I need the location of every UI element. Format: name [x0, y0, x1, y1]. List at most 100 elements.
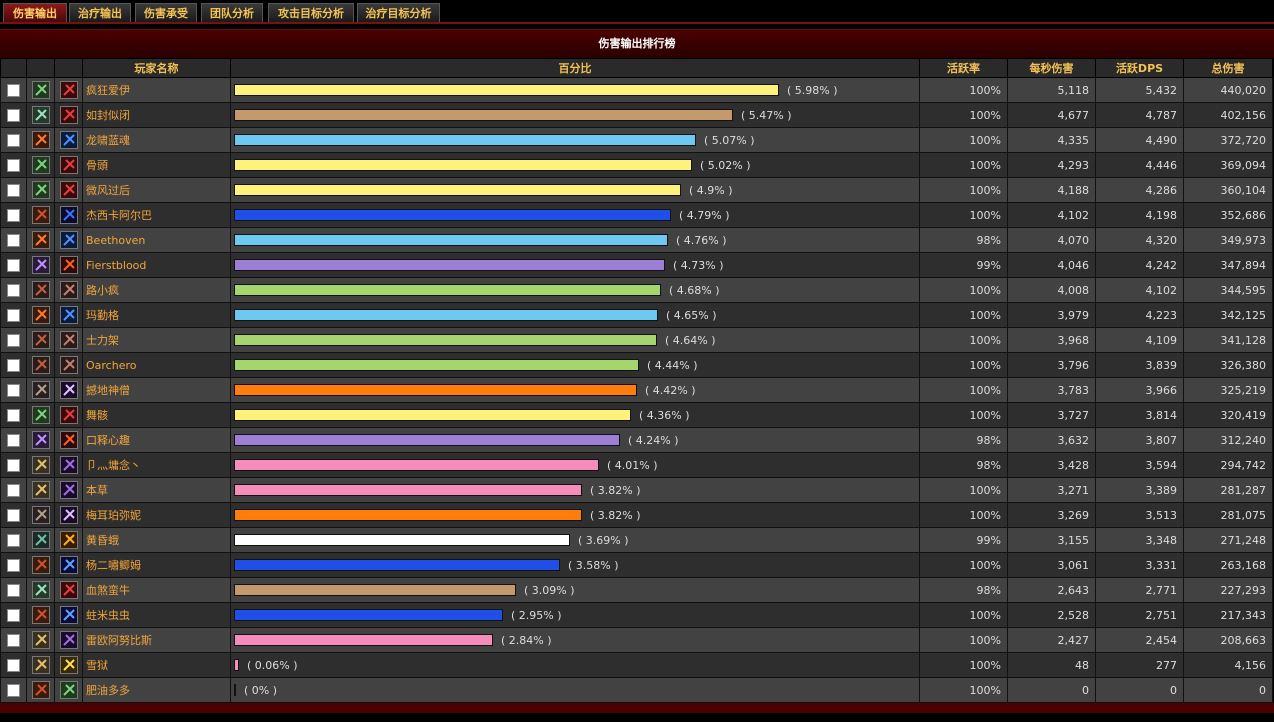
- row-checkbox[interactable]: [7, 558, 20, 572]
- player-name[interactable]: 杰西卡阿尔巴: [82, 202, 231, 228]
- table-row[interactable]: 肥油多多( 0% ) 100% 0 0 0: [0, 677, 1273, 703]
- total-damage-value: 4,156: [1183, 652, 1273, 678]
- active-dps-value: 3,594: [1095, 452, 1184, 478]
- header-dps[interactable]: 每秒伤害: [1007, 58, 1096, 78]
- player-name[interactable]: 蛀米虫虫: [82, 602, 231, 628]
- row-checkbox[interactable]: [7, 658, 20, 672]
- table-row[interactable]: 卩灬墉念丶 ( 4.01% ) 98% 3,428 3,594 294,742: [0, 452, 1273, 478]
- activity-value: 99%: [919, 527, 1008, 553]
- row-checkbox[interactable]: [7, 583, 20, 597]
- player-name[interactable]: 杨二嘯鲫姆: [82, 552, 231, 578]
- row-checkbox[interactable]: [7, 233, 20, 247]
- player-name[interactable]: 如封似闭: [82, 102, 231, 128]
- table-row[interactable]: Oarchero ( 4.44% ) 100% 3,796 3,839 326,380: [0, 352, 1273, 378]
- table-row[interactable]: 梅耳珀弥妮 ( 3.82% ) 100% 3,269 3,513 281,075: [0, 502, 1273, 528]
- row-checkbox[interactable]: [7, 258, 20, 272]
- table-row[interactable]: 杨二嘯鲫姆 ( 3.58% ) 100% 3,061 3,331 263,168: [0, 552, 1273, 578]
- table-row[interactable]: 血煞蛮牛 ( 3.09% ) 98% 2,643 2,771 227,293: [0, 577, 1273, 603]
- header-activity[interactable]: 活跃率: [919, 58, 1008, 78]
- tab-3[interactable]: 伤害承受: [135, 3, 197, 22]
- table-row[interactable]: 撼地神僧 ( 4.42% ) 100% 3,783 3,966 325,219: [0, 377, 1273, 403]
- tab-6[interactable]: 治疗目标分析: [357, 3, 440, 22]
- table-row[interactable]: 黄昏蛾 ( 3.69% ) 99% 3,155 3,348 271,248: [0, 527, 1273, 553]
- row-checkbox-cell: [0, 202, 27, 228]
- player-name[interactable]: 士力架: [82, 327, 231, 353]
- row-checkbox[interactable]: [7, 183, 20, 197]
- row-checkbox[interactable]: [7, 483, 20, 497]
- table-row[interactable]: 龙啸蓝魂 ( 5.07% ) 100% 4,335 4,490 372,720: [0, 127, 1273, 153]
- player-name[interactable]: 微风过后: [82, 177, 231, 203]
- header-percent[interactable]: 百分比: [230, 58, 920, 78]
- row-checkbox[interactable]: [7, 158, 20, 172]
- table-row[interactable]: 微风过后 ( 4.9% ) 100% 4,188 4,286 360,104: [0, 177, 1273, 203]
- total-damage-value: 263,168: [1183, 552, 1273, 578]
- active-dps-value: 3,513: [1095, 502, 1184, 528]
- table-row[interactable]: Beethoven ( 4.76% ) 98% 4,070 4,320 349,973: [0, 227, 1273, 253]
- row-checkbox[interactable]: [7, 83, 20, 97]
- dps-value: 4,188: [1007, 177, 1096, 203]
- player-name[interactable]: 雪狱: [82, 652, 231, 678]
- row-checkbox-cell: [0, 427, 27, 453]
- player-name[interactable]: 雷欧阿努比斯: [82, 627, 231, 653]
- row-checkbox[interactable]: [7, 108, 20, 122]
- spec-icon-cell: [54, 277, 83, 303]
- player-name[interactable]: 路小疯: [82, 277, 231, 303]
- player-name[interactable]: 骨頭: [82, 152, 231, 178]
- header-total[interactable]: 总伤害: [1183, 58, 1273, 78]
- tab-1[interactable]: 伤害输出: [3, 3, 67, 22]
- table-row[interactable]: 蛀米虫虫 ( 2.95% ) 100% 2,528 2,751 217,343: [0, 602, 1273, 628]
- table-row[interactable]: 雷欧阿努比斯 ( 2.84% ) 100% 2,427 2,454 208,663: [0, 627, 1273, 653]
- player-name[interactable]: 口释心趣: [82, 427, 231, 453]
- row-checkbox[interactable]: [7, 383, 20, 397]
- row-checkbox[interactable]: [7, 208, 20, 222]
- row-checkbox[interactable]: [7, 458, 20, 472]
- table-row[interactable]: 雪狱 ( 0.06% ) 100% 48 277 4,156: [0, 652, 1273, 678]
- tab-2[interactable]: 治疗输出: [69, 3, 131, 22]
- row-checkbox-cell: [0, 477, 27, 503]
- table-row[interactable]: 口释心趣 ( 4.24% ) 98% 3,632 3,807 312,240: [0, 427, 1273, 453]
- table-row[interactable]: 杰西卡阿尔巴 ( 4.79% ) 100% 4,102 4,198 352,686: [0, 202, 1273, 228]
- tab-4[interactable]: 团队分析: [201, 3, 263, 22]
- table-row[interactable]: 玛勤格 ( 4.65% ) 100% 3,979 4,223 342,125: [0, 302, 1273, 328]
- table-row[interactable]: 如封似闭 ( 5.47% ) 100% 4,677 4,787 402,156: [0, 102, 1273, 128]
- player-name[interactable]: 玛勤格: [82, 302, 231, 328]
- player-name[interactable]: 肥油多多: [82, 677, 231, 703]
- row-checkbox[interactable]: [7, 433, 20, 447]
- row-checkbox[interactable]: [7, 533, 20, 547]
- row-checkbox[interactable]: [7, 283, 20, 297]
- table-row[interactable]: 路小疯 ( 4.68% ) 100% 4,008 4,102 344,595: [0, 277, 1273, 303]
- row-checkbox[interactable]: [7, 608, 20, 622]
- player-name[interactable]: Oarchero: [82, 352, 231, 378]
- player-name[interactable]: 梅耳珀弥妮: [82, 502, 231, 528]
- player-name[interactable]: 黄昏蛾: [82, 527, 231, 553]
- player-name[interactable]: 龙啸蓝魂: [82, 127, 231, 153]
- class-icon-cell: [26, 152, 55, 178]
- row-checkbox[interactable]: [7, 133, 20, 147]
- row-checkbox[interactable]: [7, 358, 20, 372]
- player-name[interactable]: 舞骸: [82, 402, 231, 428]
- player-name[interactable]: 卩灬墉念丶: [82, 452, 231, 478]
- row-checkbox[interactable]: [7, 408, 20, 422]
- tab-5[interactable]: 攻击目标分析: [268, 3, 354, 22]
- player-name[interactable]: Fierstblood: [82, 252, 231, 278]
- player-name[interactable]: 本草: [82, 477, 231, 503]
- table-row[interactable]: 本草 ( 3.82% ) 100% 3,271 3,389 281,287: [0, 477, 1273, 503]
- player-name[interactable]: 撼地神僧: [82, 377, 231, 403]
- row-checkbox[interactable]: [7, 633, 20, 647]
- row-checkbox[interactable]: [7, 683, 20, 697]
- player-name[interactable]: Beethoven: [82, 227, 231, 253]
- table-row[interactable]: 士力架 ( 4.64% ) 100% 3,968 4,109 341,128: [0, 327, 1273, 353]
- header-active-dps[interactable]: 活跃DPS: [1095, 58, 1184, 78]
- table-row[interactable]: 舞骸 ( 4.36% ) 100% 3,727 3,814 320,419: [0, 402, 1273, 428]
- table-row[interactable]: 骨頭 ( 5.02% ) 100% 4,293 4,446 369,094: [0, 152, 1273, 178]
- table-row[interactable]: Fierstblood ( 4.73% ) 99% 4,046 4,242 347,894: [0, 252, 1273, 278]
- player-name[interactable]: 疯狂爱伊: [82, 77, 231, 103]
- row-checkbox[interactable]: [7, 508, 20, 522]
- player-name[interactable]: 血煞蛮牛: [82, 577, 231, 603]
- active-dps-value: 3,389: [1095, 477, 1184, 503]
- dagger-icon: [31, 531, 50, 549]
- table-row[interactable]: 疯狂爱伊 ( 5.98% ) 100% 5,118 5,432 440,020: [0, 77, 1273, 103]
- header-name[interactable]: 玩家名称: [82, 58, 231, 78]
- row-checkbox[interactable]: [7, 308, 20, 322]
- row-checkbox[interactable]: [7, 333, 20, 347]
